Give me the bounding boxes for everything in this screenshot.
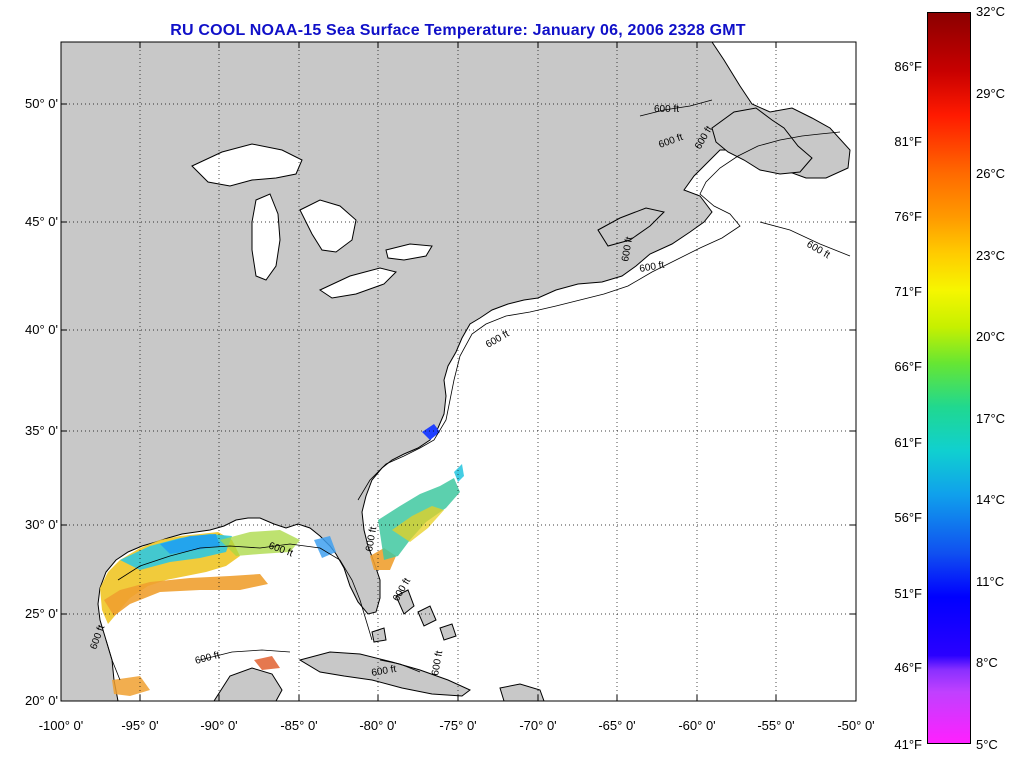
colorbar-fahrenheit-label: 66°F xyxy=(894,359,922,374)
land-hispaniola xyxy=(499,683,545,701)
lon-label: -50° 0' xyxy=(837,718,875,733)
lon-label: -55° 0' xyxy=(757,718,795,733)
lat-label: 25° 0' xyxy=(25,606,58,621)
colorbar-celsius-label: 11°C xyxy=(976,574,1005,589)
colorbar-celsius-label: 17°C xyxy=(976,411,1006,426)
lat-label: 35° 0' xyxy=(25,423,58,438)
lon-label: -95° 0' xyxy=(121,718,159,733)
colorbar-fahrenheit-label: 76°F xyxy=(894,209,922,224)
lat-label: 20° 0' xyxy=(25,693,58,708)
graticule xyxy=(61,42,856,701)
isobath-label: 600 ft xyxy=(364,526,379,553)
isobath-label: 600 ft xyxy=(430,650,445,677)
land-newfoundland xyxy=(711,107,813,175)
lon-label: -85° 0' xyxy=(280,718,318,733)
lon-label: -70° 0' xyxy=(519,718,557,733)
colorbar-fahrenheit-label: 41°F xyxy=(894,737,922,752)
land-yucatan xyxy=(213,667,283,701)
isobath-label: 600 ft xyxy=(620,236,635,263)
lon-label: -90° 0' xyxy=(200,718,238,733)
colorbar-fahrenheit-label: 71°F xyxy=(894,284,922,299)
isobath-label: 600 ft xyxy=(639,260,666,275)
lat-label: 50° 0' xyxy=(25,96,58,111)
sst-data xyxy=(100,424,464,696)
land-nova-scotia xyxy=(597,207,665,247)
great-lakes xyxy=(191,143,433,299)
lat-label: 30° 0' xyxy=(25,517,58,532)
colorbar-fahrenheit-label: 61°F xyxy=(894,435,922,450)
lon-label: -100° 0' xyxy=(38,718,84,733)
colorbar-celsius-label: 32°C xyxy=(976,4,1006,19)
map-title: RU COOL NOAA-15 Sea Surface Temperature:… xyxy=(170,22,746,39)
colorbar-celsius-label: 14°C xyxy=(976,492,1006,507)
colorbar-celsius-label: 29°C xyxy=(976,86,1006,101)
tick-marks xyxy=(61,42,856,701)
colorbar-celsius-label: 20°C xyxy=(976,329,1006,344)
isobath-label: 600 ft xyxy=(371,664,398,679)
lon-label: -75° 0' xyxy=(439,718,477,733)
colorbar-celsius-label: 23°C xyxy=(976,248,1006,263)
lon-label: -65° 0' xyxy=(598,718,636,733)
lon-label: -80° 0' xyxy=(359,718,397,733)
colorbar-fahrenheit-label: 51°F xyxy=(894,586,922,601)
land-cuba xyxy=(298,651,471,697)
colorbar-fahrenheit-label: 81°F xyxy=(894,134,922,149)
colorbar-fahrenheit-label: 56°F xyxy=(894,510,922,525)
colorbar-fahrenheit-label: 46°F xyxy=(894,660,922,675)
colorbar-fahrenheit-label: 86°F xyxy=(894,59,922,74)
bahamas xyxy=(371,589,457,643)
temperature-colorbar xyxy=(927,12,971,744)
isobaths xyxy=(105,99,851,681)
colorbar-celsius-label: 8°C xyxy=(976,655,998,670)
lat-label: 45° 0' xyxy=(25,214,58,229)
colorbar-celsius-label: 5°C xyxy=(976,737,998,752)
isobath-label: 600 ft xyxy=(654,104,679,115)
lat-label: 40° 0' xyxy=(25,322,58,337)
colorbar-celsius-label: 26°C xyxy=(976,166,1006,181)
lon-label: -60° 0' xyxy=(678,718,716,733)
